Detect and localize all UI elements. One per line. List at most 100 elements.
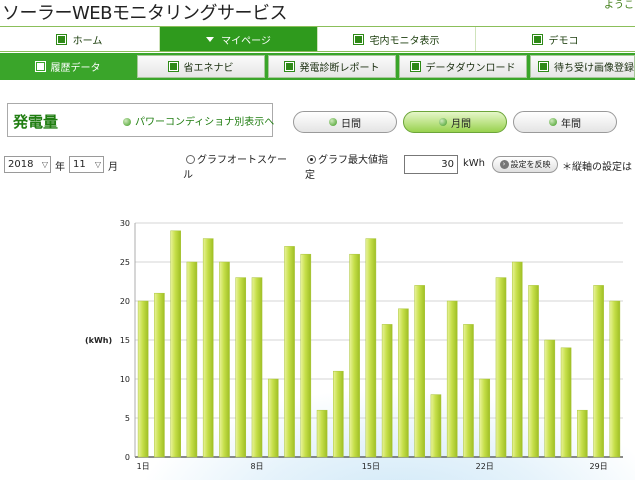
square-bullet-icon [35,62,45,71]
square-bullet-icon [284,62,294,71]
nav-home-label: ホーム [72,35,103,47]
bar-day-30[interactable] [609,300,621,458]
year-unit: 年 [55,162,65,173]
page-title: 発電量 [13,113,59,131]
month-select[interactable]: 11 ▽ [69,156,104,173]
apply-button[interactable]: › 設定を反映 [492,156,558,173]
subnav-history[interactable]: 履歴データ [4,55,132,78]
nav-home-monitor-label: 宅内モニタ表示 [369,35,440,47]
subnav-data-download[interactable]: データダウンロード [399,55,527,78]
subnav-wallpaper-register-label: 待ち受け画像登録 [554,63,634,74]
tab-monthly-label: 月間 [451,118,471,130]
x-tick-label: 1日 [137,462,150,471]
radio-autoscale-label2: ル [183,170,193,181]
pcs-view-link[interactable]: パワーコンディショナ別表示へ [123,113,274,128]
apply-button-label: 設定を反映 [510,160,551,169]
x-axis-ticks: 1日 8日 15日 22日 29日 [137,462,608,471]
bar-day-4[interactable] [186,261,198,458]
bar-day-15[interactable] [365,238,377,458]
month-unit: 月 [108,162,118,173]
x-tick-label: 15日 [362,462,380,471]
year-select[interactable]: 2018 ▽ [4,156,51,173]
bar-day-20[interactable] [446,300,458,458]
x-tick-label: 8日 [250,462,263,471]
tab-monthly[interactable]: 月間 [403,111,507,133]
sub-nav: 履歴データ 省エネナビ 発電診断レポート データダウンロード 待ち受け画像登録 [0,53,635,80]
bar-day-11[interactable] [300,253,312,458]
tab-daily[interactable]: 日間 [293,111,397,133]
radio-max-value-label1: グラフ最大値指 [318,155,388,166]
bar-day-25[interactable] [528,285,539,458]
square-bullet-icon [353,34,363,44]
y-tick-label: 15 [120,336,130,345]
bar-day-17[interactable] [398,308,409,458]
bar-day-18[interactable] [414,285,425,458]
nav-mypage-label: マイページ [221,35,271,47]
nav-home-monitor[interactable]: 宅内モニタ表示 [318,27,476,51]
bar-day-5[interactable] [202,238,214,458]
bar-day-6[interactable] [219,261,230,458]
triangle-down-icon [206,36,215,42]
nav-mypage[interactable]: マイページ [160,27,318,51]
bar-day-1[interactable] [137,300,149,458]
bar-day-14[interactable] [349,253,360,458]
subnav-energy-navi[interactable]: 省エネナビ [137,55,265,78]
nav-demo-label: デモコ [548,35,579,47]
bar-day-21[interactable] [463,324,474,458]
y-tick-label: 20 [120,297,130,306]
bar-day-7[interactable] [235,277,247,458]
month-select-value: 11 [73,159,86,170]
bar-day-3[interactable] [170,230,181,458]
square-bullet-icon [56,34,66,44]
subnav-diagnosis-report[interactable]: 発電診断レポート [268,55,396,78]
y-tick-label: 25 [120,258,130,267]
radio-max-value-label2: 定 [305,170,315,181]
subnav-energy-navi-label: 省エネナビ [183,63,234,74]
year-select-value: 2018 [8,159,34,170]
bar-day-22[interactable] [479,378,491,458]
axis-setting-note: ＊縦軸の設定は [562,162,632,173]
bar-day-28[interactable] [577,409,588,458]
nav-home[interactable]: ホーム [0,27,160,51]
max-unit: kWh [463,158,486,169]
y-tick-label: 30 [120,219,130,228]
generation-bar-chart: 0 5 10 15 20 25 30 1日 8日 15日 22日 29日 (kWh) [85,219,623,471]
pcs-view-link-label: パワーコンディショナ別表示へ [135,117,275,128]
nav-demo[interactable]: デモコ [476,27,635,51]
bar-day-27[interactable] [560,347,572,458]
bar-day-10[interactable] [284,246,295,458]
radio-max-value[interactable]: グラフ最大値指 [307,151,388,166]
bar-day-8[interactable] [251,277,263,458]
radio-autoscale[interactable]: グラフオートスケー [186,151,287,166]
welcome-text: ようこ [604,0,634,11]
radio-autoscale-label1: グラフオートスケー [197,155,287,166]
bar-day-2[interactable] [154,292,165,458]
square-bullet-icon [410,62,420,71]
chevron-down-icon: ▽ [94,160,101,169]
subnav-wallpaper-register[interactable]: 待ち受け画像登録 [530,55,635,78]
bar-day-16[interactable] [381,324,393,458]
bar-day-19[interactable] [430,394,442,458]
bar-day-24[interactable] [511,261,523,458]
y-axis-ticks: 0 5 10 15 20 25 30 [120,219,130,462]
bar-day-26[interactable] [544,339,556,458]
square-bullet-icon [168,62,178,71]
main-nav: ホーム マイページ 宅内モニタ表示 デモコ [0,26,635,52]
y-axis-label: (kWh) [85,336,112,345]
max-value-input[interactable]: 30 [404,155,458,174]
x-tick-label: 29日 [590,462,608,471]
subnav-diagnosis-report-label: 発電診断レポート [299,63,380,74]
y-tick-label: 10 [120,375,130,384]
bar-day-9[interactable] [267,378,279,458]
bar-day-13[interactable] [333,370,344,458]
chart-bars [137,230,621,458]
bar-day-12[interactable] [316,409,328,458]
tab-yearly[interactable]: 年間 [513,111,617,133]
square-bullet-icon [532,34,542,44]
tab-daily-label: 日間 [341,118,361,130]
bar-day-23[interactable] [495,277,507,458]
bar-day-29[interactable] [593,285,604,458]
y-tick-label: 5 [125,414,130,423]
square-bullet-icon [539,62,548,71]
chevron-down-icon: ▽ [41,160,48,169]
